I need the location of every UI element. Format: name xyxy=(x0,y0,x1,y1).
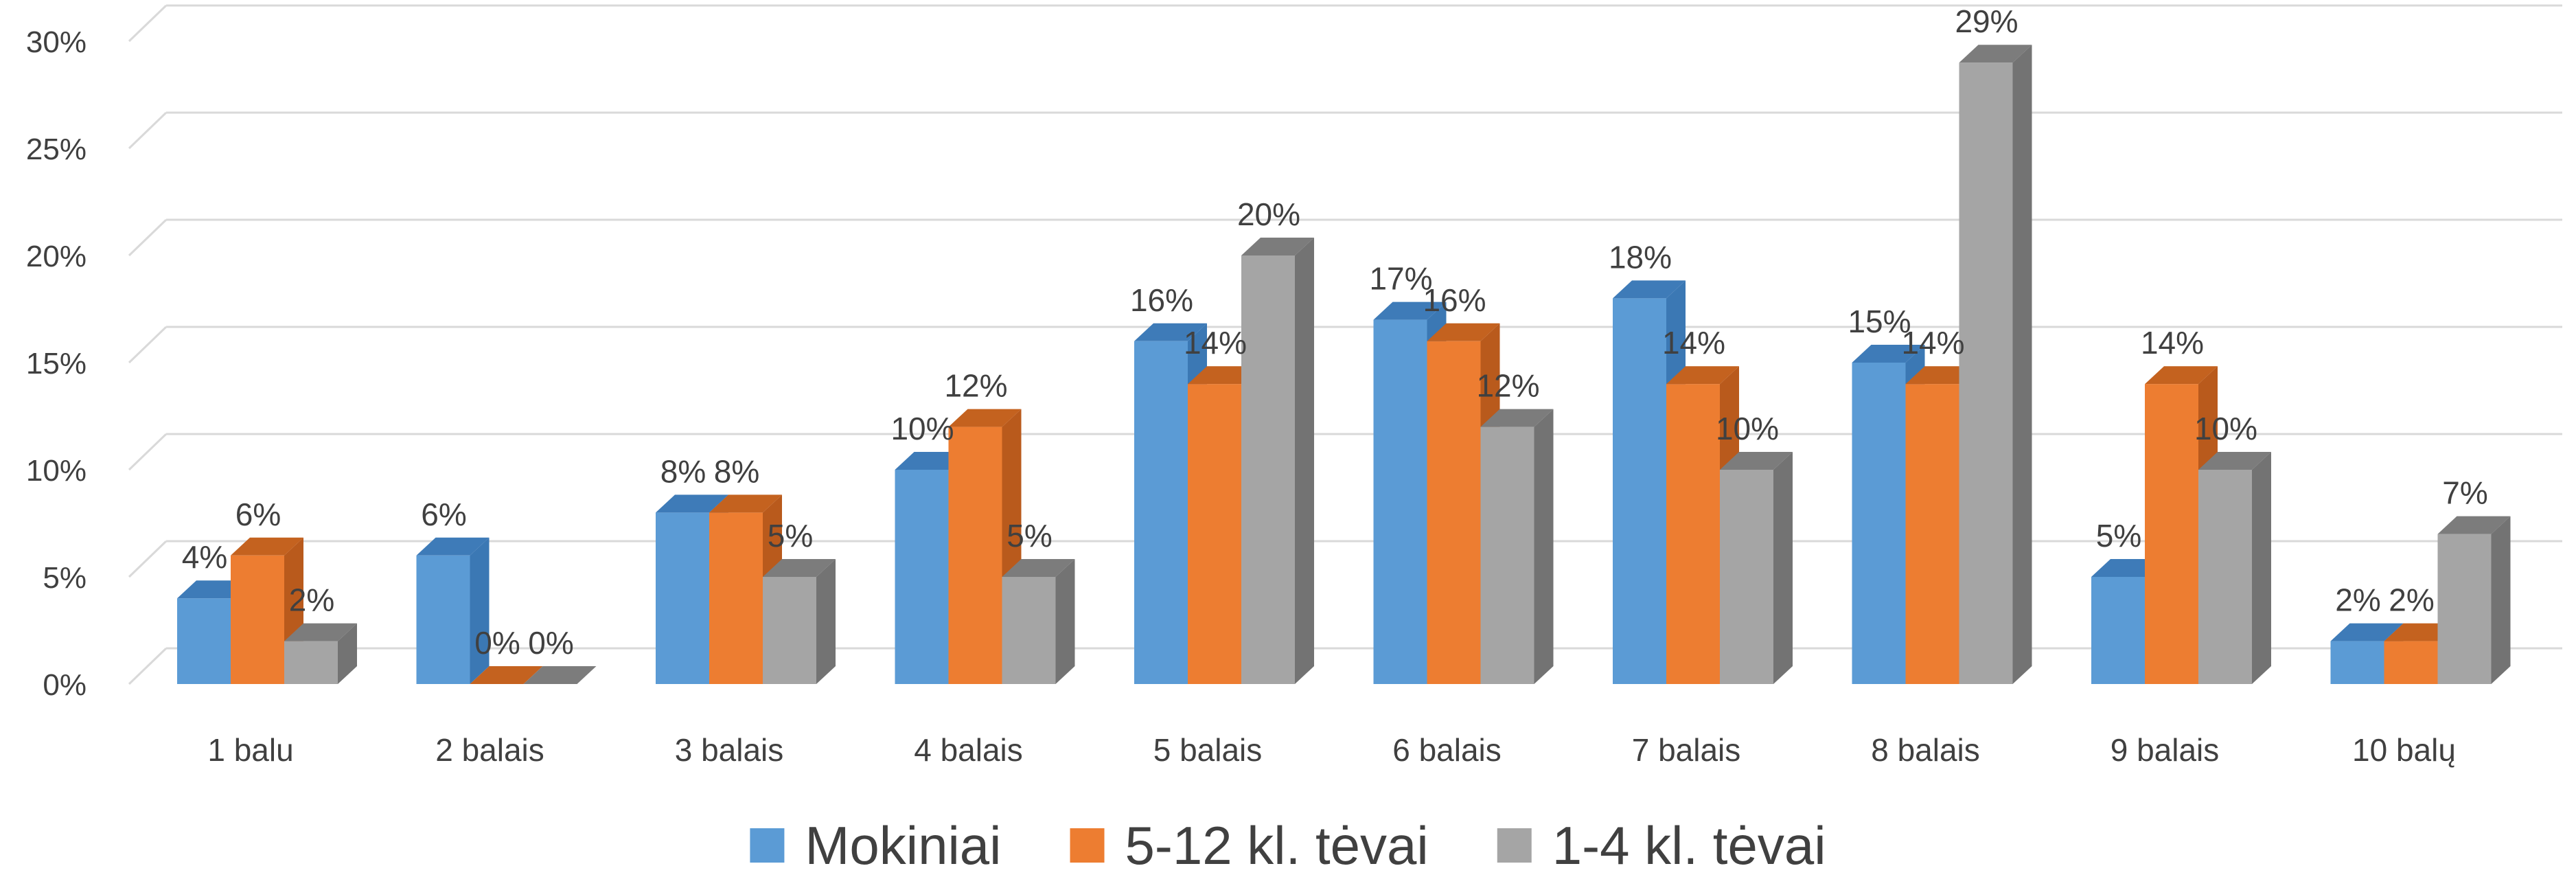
y-tick-label: 20% xyxy=(26,240,87,273)
legend: Mokiniai 5-12 kl. tėvai 1-4 kl. tėvai xyxy=(750,815,1826,876)
data-label: 12% xyxy=(1476,368,1539,404)
data-label: 0% xyxy=(474,625,520,661)
data-label: 14% xyxy=(2141,325,2204,361)
gridline xyxy=(128,218,2562,257)
data-label: 0% xyxy=(528,625,573,661)
gridline xyxy=(128,326,2562,364)
data-label: 12% xyxy=(944,368,1007,404)
bar xyxy=(1241,238,1314,684)
data-label: 16% xyxy=(1423,282,1486,318)
legend-item: 5-12 kl. tėvai xyxy=(1070,815,1429,876)
legend-swatch xyxy=(1497,828,1532,863)
gridlines xyxy=(128,4,2562,685)
bar xyxy=(948,409,1022,684)
bar xyxy=(416,537,490,684)
data-label: 17% xyxy=(1369,261,1432,297)
y-tick-label: 25% xyxy=(26,133,87,166)
x-tick-label: 5 balais xyxy=(1153,732,1263,768)
y-axis: 0% 5% 10% 15% 20% 25% 30% xyxy=(26,25,87,702)
legend-swatch xyxy=(750,828,785,863)
data-label: 2% xyxy=(2335,582,2380,618)
bar xyxy=(1480,409,1554,684)
bar xyxy=(1720,452,1793,684)
data-label: 14% xyxy=(1662,325,1725,361)
legend-swatch xyxy=(1070,828,1105,863)
y-tick-label: 30% xyxy=(26,25,87,59)
data-labels: 4%6%2%6%0% 0%8% 8%5%10%12%5%16%14%20%17%16… xyxy=(182,3,2488,661)
data-label: 15% xyxy=(1848,304,1911,339)
data-label: 8% xyxy=(714,453,759,489)
y-tick-label: 5% xyxy=(43,561,87,595)
x-tick-label: 9 balais xyxy=(2111,732,2220,768)
x-tick-label: 7 balais xyxy=(1632,732,1741,768)
legend-label: 5-12 kl. tėvai xyxy=(1125,815,1429,876)
y-tick-label: 0% xyxy=(43,668,87,702)
data-label: 6% xyxy=(421,497,466,532)
bar xyxy=(523,666,597,684)
x-tick-label: 2 balais xyxy=(435,732,544,768)
data-label: 6% xyxy=(235,497,281,532)
bar xyxy=(470,666,543,684)
bar xyxy=(2437,516,2511,684)
data-label: 2% xyxy=(289,582,334,618)
data-label: 5% xyxy=(2096,518,2141,554)
data-label: 10% xyxy=(2194,411,2257,446)
bar xyxy=(1959,45,2032,684)
legend-label: 1-4 kl. tėvai xyxy=(1552,815,1826,876)
data-label: 8% xyxy=(660,453,706,489)
x-tick-label: 6 balais xyxy=(1392,732,1502,768)
gridline xyxy=(128,4,2562,43)
bar xyxy=(1002,559,1075,684)
data-label: 7% xyxy=(2442,475,2487,511)
data-label: 5% xyxy=(1007,518,1052,554)
data-label: 20% xyxy=(1237,196,1300,232)
x-tick-label: 1 balu xyxy=(207,732,293,768)
bar xyxy=(763,559,836,684)
bar xyxy=(2330,623,2404,684)
legend-item: 1-4 kl. tėvai xyxy=(1497,815,1826,876)
x-tick-label: 4 balais xyxy=(914,732,1023,768)
data-label: 5% xyxy=(768,518,813,554)
x-tick-label: 3 balais xyxy=(675,732,784,768)
x-tick-label: 10 balų xyxy=(2352,732,2456,768)
data-label: 10% xyxy=(890,411,954,446)
legend-item: Mokiniai xyxy=(750,815,1002,876)
data-label: 4% xyxy=(182,539,227,575)
x-tick-label: 8 balais xyxy=(1871,732,1980,768)
data-label: 10% xyxy=(1716,411,1779,446)
y-tick-label: 15% xyxy=(26,347,87,380)
bar xyxy=(284,623,357,684)
data-label: 29% xyxy=(1955,3,2018,39)
y-tick-label: 10% xyxy=(26,454,87,488)
legend-label: Mokiniai xyxy=(805,815,1001,876)
x-axis: 1 balu 2 balais 3 balais 4 balais 5 balais 6 … xyxy=(207,732,2456,768)
data-label: 2% xyxy=(2389,582,2434,618)
data-label: 14% xyxy=(1901,325,1964,361)
bar xyxy=(2198,452,2271,684)
bars xyxy=(177,45,2511,685)
data-label: 18% xyxy=(1609,239,1672,275)
data-label: 16% xyxy=(1130,282,1193,318)
data-label: 14% xyxy=(1184,325,1247,361)
gridline xyxy=(128,111,2562,150)
